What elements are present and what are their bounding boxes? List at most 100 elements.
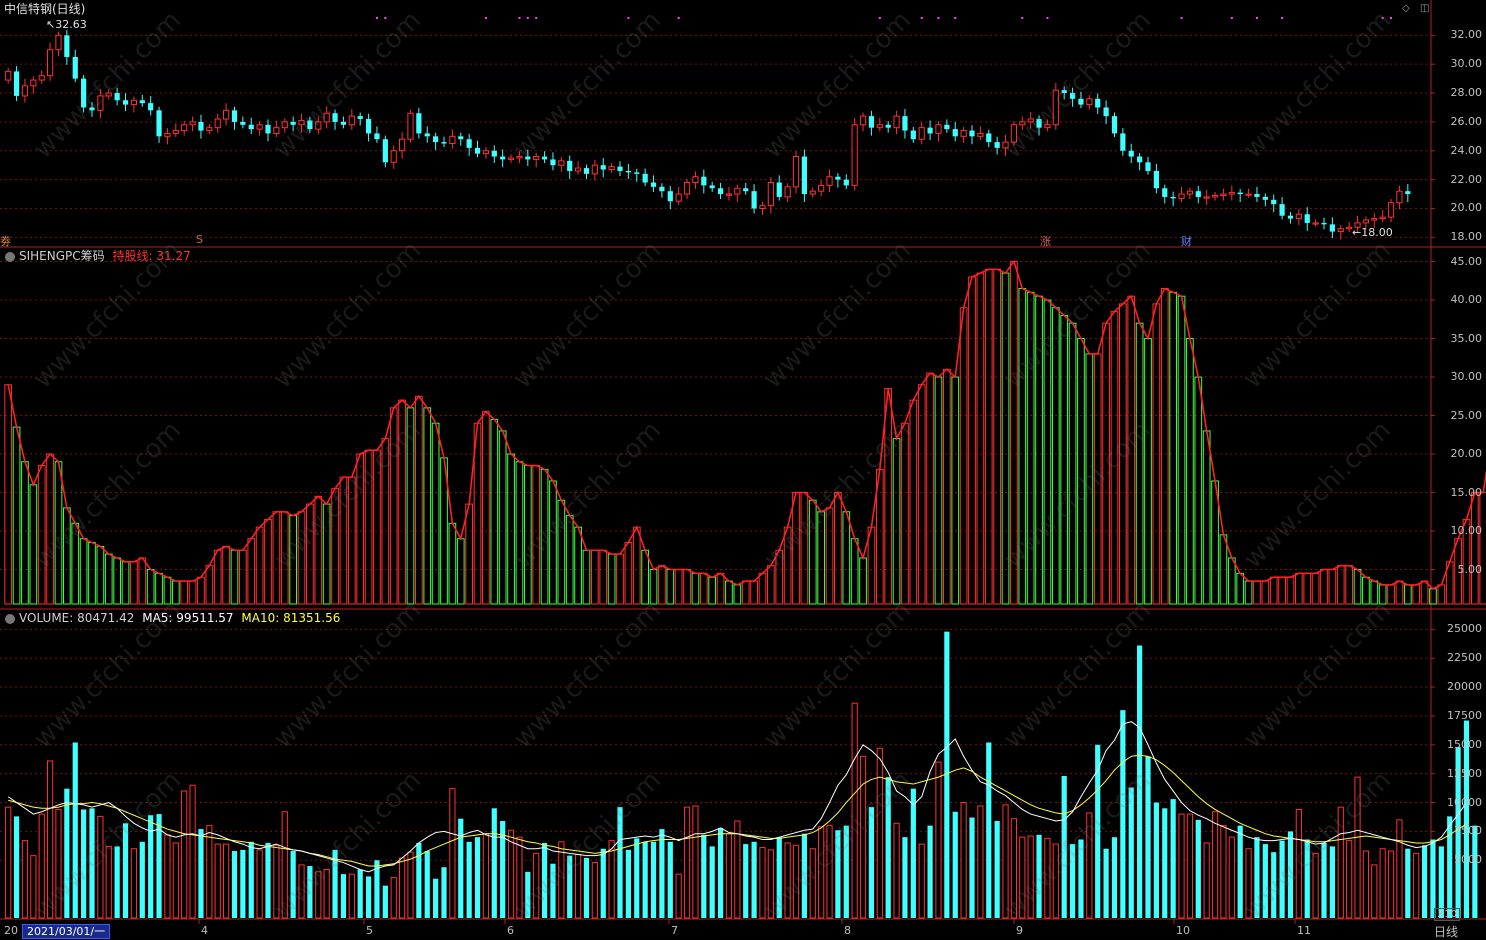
chip-bar <box>733 584 742 605</box>
chip-bar <box>498 430 507 605</box>
candle-body <box>398 138 406 152</box>
chip-bar <box>205 565 214 605</box>
candle-body <box>1044 124 1051 129</box>
candle-body <box>222 109 230 120</box>
chip-bar <box>54 461 63 605</box>
x-month-label: 11 <box>1297 924 1311 937</box>
candle-body <box>416 113 422 134</box>
candle-body <box>1329 224 1335 232</box>
marker-zhang[interactable]: 涨 <box>1040 235 1051 248</box>
volume-bar <box>642 841 648 918</box>
volume-bar <box>340 874 347 918</box>
chip-bar <box>1420 580 1429 605</box>
candle-body <box>1019 121 1026 126</box>
chip-bar <box>180 580 189 605</box>
window-toggle-icon[interactable]: ◫ <box>1420 3 1430 14</box>
volume-bar <box>558 841 565 919</box>
candle-body <box>625 170 631 173</box>
volume-bar <box>265 842 271 918</box>
candle-body <box>893 115 900 129</box>
x-month-label: 9 <box>1016 924 1023 937</box>
candle-body <box>1228 192 1235 195</box>
volume-bar <box>1220 825 1227 919</box>
volume-bar <box>1371 864 1378 919</box>
candle-body <box>868 116 875 128</box>
candle-body <box>315 121 322 130</box>
candle-body <box>298 119 305 126</box>
volume-bar <box>759 847 766 919</box>
volume-bar <box>357 869 363 918</box>
volume-bar <box>441 867 447 918</box>
chip-bar <box>1295 572 1303 605</box>
chip-bar <box>616 553 624 605</box>
volume-ytick-label: 17500 <box>1447 708 1482 722</box>
volume-bar <box>818 826 825 919</box>
chip-bar <box>188 580 197 605</box>
volume-ytick-label: 12500 <box>1447 766 1482 780</box>
candle-body <box>1203 196 1210 199</box>
signal-dot <box>1281 17 1284 19</box>
volume-bar <box>692 805 699 919</box>
candle-body <box>307 120 313 130</box>
volume-bar <box>977 805 984 919</box>
selected-date[interactable]: 2021/03/01/一 <box>22 924 111 939</box>
candle-body <box>876 124 883 129</box>
volume-bar <box>382 885 388 918</box>
candle-body <box>600 165 606 170</box>
chip-bar <box>708 576 717 605</box>
volume-bar <box>617 807 623 918</box>
chip-bar <box>21 461 29 605</box>
chip-bar <box>917 384 926 605</box>
volume-bar <box>600 848 606 918</box>
volume-bar <box>1170 799 1176 918</box>
volume-bar <box>1413 852 1420 919</box>
holding-line <box>7 259 1486 590</box>
chip-bar <box>171 580 180 605</box>
candle-body <box>986 133 992 143</box>
volume-bar <box>139 841 145 918</box>
holding-line-value: 31.27 <box>156 249 191 263</box>
candle-body <box>608 166 615 171</box>
candle-body <box>1387 202 1395 218</box>
chip-bar <box>859 557 867 605</box>
chip-bar <box>1345 565 1353 605</box>
volume-settings-icon[interactable] <box>5 614 15 624</box>
chip-bar <box>532 465 541 605</box>
candle-body <box>1086 98 1093 106</box>
chip-bar <box>280 511 289 605</box>
chip-bar <box>1026 291 1035 605</box>
volume-bar <box>667 841 673 918</box>
signal-dot <box>484 17 487 19</box>
volume-bar <box>281 811 288 919</box>
volume-bar <box>550 863 556 918</box>
chip-bar <box>674 569 683 605</box>
candle-body <box>458 136 464 140</box>
candle-body <box>977 132 984 137</box>
candle-body <box>248 124 254 130</box>
volume-bar <box>89 808 95 918</box>
volume-bar <box>398 857 406 919</box>
candle-body <box>181 124 188 132</box>
candle-body <box>944 124 950 130</box>
chip-bar <box>490 418 499 605</box>
marker-coupon[interactable]: 劵 <box>0 235 11 248</box>
marker-s[interactable]: S <box>196 233 203 246</box>
volume-bar <box>583 857 590 918</box>
volume-bar <box>910 788 916 918</box>
volume-bar <box>885 777 891 918</box>
volume-bar <box>290 851 296 918</box>
volume-bar <box>1111 837 1118 918</box>
diamond-icon[interactable]: ◇ <box>1402 3 1410 14</box>
volume-bar <box>525 871 531 918</box>
chip-bar <box>750 580 758 605</box>
candle-body <box>81 78 87 108</box>
chip-bar <box>976 272 985 605</box>
marker-cai[interactable]: 财 <box>1181 235 1192 248</box>
chips-settings-icon[interactable] <box>5 252 15 262</box>
price-ytick-label: 20.00 <box>1450 201 1483 215</box>
volume-header: VOLUME: 80471.42 MA5: 99511.57 MA10: 813… <box>19 611 340 625</box>
volume-bar <box>675 873 682 919</box>
candle-body <box>273 127 280 134</box>
candle-body <box>466 139 472 148</box>
period-label[interactable]: 日线 <box>1433 925 1458 939</box>
